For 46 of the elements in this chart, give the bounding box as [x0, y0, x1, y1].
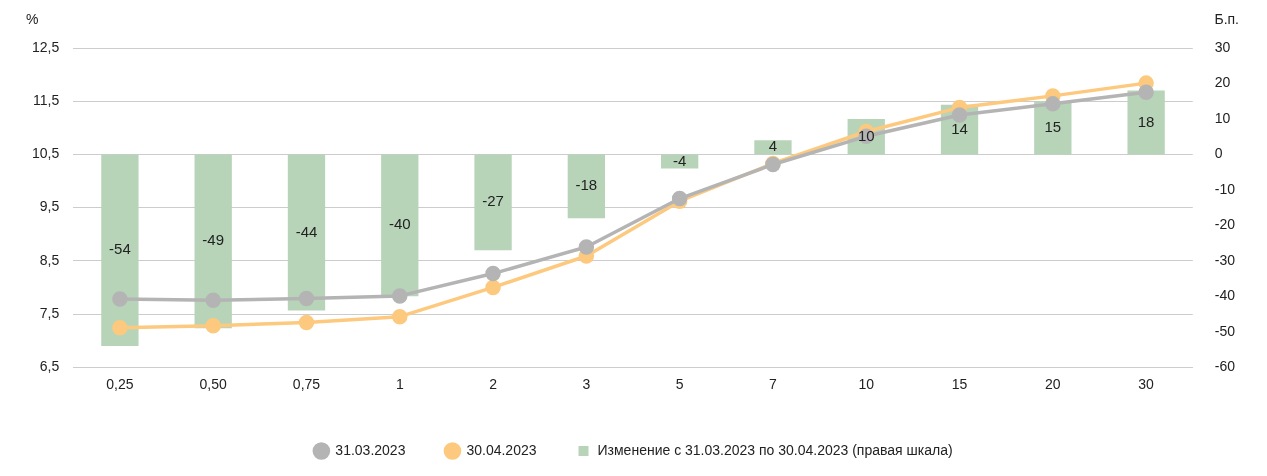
data-label: -49	[202, 231, 225, 249]
x-tick-label: 3	[582, 376, 591, 393]
x-tick-label: 5	[675, 376, 684, 393]
data-label: -18	[575, 176, 598, 194]
y-tick-label: 10,5	[32, 145, 60, 162]
y-tick-label: 6,5	[39, 358, 60, 375]
data-label: -44	[295, 222, 318, 240]
x-tick-label: 1	[395, 376, 404, 393]
x-tick-label: 2	[489, 376, 498, 393]
data-label: -54	[109, 240, 131, 258]
y2-tick-label: 20	[1214, 74, 1231, 91]
y-tick-label: 12,5	[32, 38, 60, 55]
y2-tick-label: -10	[1214, 180, 1236, 197]
x-tick-label: 15	[951, 376, 968, 393]
x-tick-label: 7	[769, 376, 778, 393]
x-tick-label: 0,75	[292, 376, 321, 393]
y-tick-label: 9,5	[39, 198, 60, 215]
data-label: -27	[482, 192, 504, 210]
y2-tick-label: -30	[1214, 251, 1236, 268]
legend-label: 31.03.2023	[335, 441, 406, 458]
data-label: -4	[672, 151, 687, 169]
y-tick-label: 8,5	[39, 251, 60, 268]
x-tick-label: 0,25	[106, 376, 134, 393]
data-label: 15	[1044, 117, 1062, 135]
legend-label: 30.04.2023	[466, 441, 537, 458]
y-tick-label: 11,5	[33, 92, 60, 109]
y-axis-title: %	[26, 10, 39, 27]
y2-axis-title: Б.п.	[1214, 10, 1239, 27]
data-label: 4	[768, 137, 778, 155]
x-tick-label: 30	[1138, 376, 1155, 393]
data-label: 14	[951, 119, 968, 137]
y-tick-label: 7,5	[39, 304, 60, 321]
legend-label: Изменение с 31.03.2023 по 30.04.2023 (правая шкала)	[597, 441, 953, 458]
data-label: -40	[388, 215, 411, 233]
y2-tick-label: -20	[1214, 216, 1236, 233]
data-label: 18	[1137, 112, 1155, 130]
data-label: 10	[857, 126, 875, 144]
y2-tick-label: -40	[1214, 287, 1236, 304]
x-tick-label: 0,50	[199, 376, 228, 393]
y2-tick-label: -50	[1214, 322, 1236, 339]
y2-tick-label: 30	[1214, 38, 1231, 55]
y2-tick-label: -60	[1214, 358, 1236, 375]
y2-tick-label: 10	[1214, 109, 1231, 126]
x-tick-label: 10	[858, 376, 875, 393]
x-tick-label: 20	[1045, 376, 1061, 393]
y2-tick-label: 0	[1214, 145, 1223, 162]
